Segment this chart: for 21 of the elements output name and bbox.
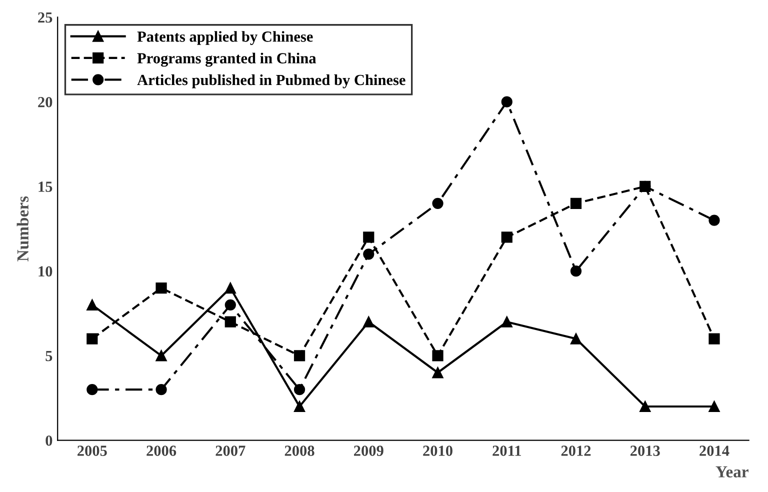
y-tick-label: 20 [38,96,52,108]
y-axis-title: Numbers [16,196,29,262]
x-tick-label: 2008 [284,446,314,456]
x-tick-label: 2006 [146,446,176,456]
y-tick-label: 25 [38,12,52,23]
x-tick-label: 2007 [216,446,246,456]
x-axis-title: Year [716,466,748,478]
x-tick-label: 2012 [561,446,591,456]
y-tick-label: 0 [46,435,52,446]
x-tick-label: 2010 [423,446,452,456]
legend-label: Patents applied by Chinese [137,31,313,45]
y-tick-label: 10 [38,266,52,277]
x-tick-label: 2011 [492,446,521,456]
legend-label: Articles published in Pubmed by Chinese [137,74,406,88]
y-tick-label: 5 [46,351,52,362]
x-tick-label: 2014 [700,446,730,456]
y-tick-label: 15 [38,182,52,192]
x-tick-label: 2013 [630,446,660,456]
x-tick-label: 2009 [354,446,384,456]
legend-label: Programs granted in China [137,52,316,67]
x-tick-label: 2005 [78,446,107,456]
